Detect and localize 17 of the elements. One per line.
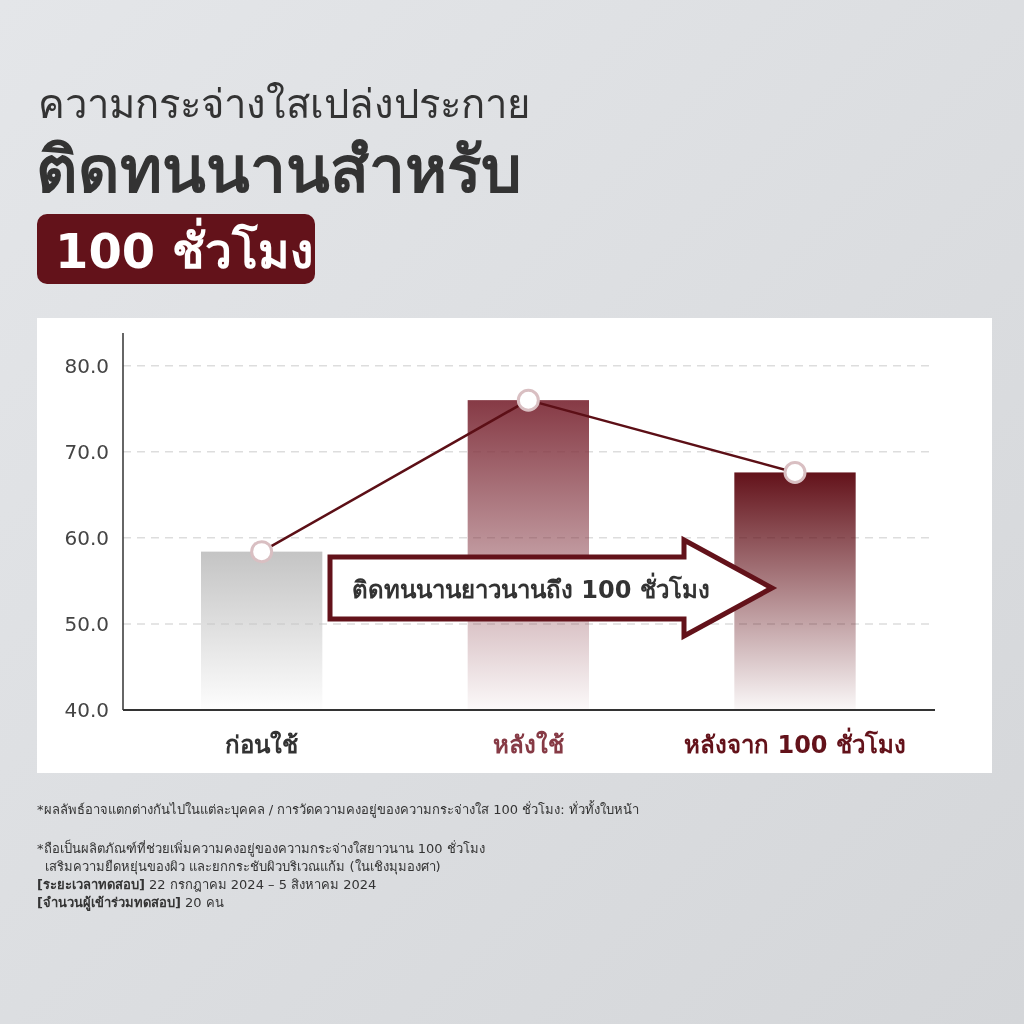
text: [ระยะเวลาทดสอบ] 22 กรกฎาคม 2024 – 5 สิงหาคม 2024 (37, 877, 377, 892)
y-tick-label: 40.0 (64, 698, 109, 722)
y-tick-label: 70.0 (64, 439, 109, 464)
annotation: ติดทนนานยาวนานถึง 100 ชั่วโมง (352, 572, 710, 604)
text: *ผลลัพธ์อาจแตกต่างกันไปในแต่ละบุคคล / การวัดความคงอยู่ของความกระจ่างใส 100 ชั่วโมง: ทั่วทั้งใบหน้า (37, 800, 639, 818)
y-tick-label: 60.0 (64, 525, 109, 550)
chart-subtitle: ติดทนนานสำหรับ (36, 133, 522, 207)
y-tick-label: 50.0 (64, 611, 109, 636)
text: 100 ชั่วโมง (55, 217, 313, 279)
x-tick-label: ก่อนใช้ (225, 730, 299, 759)
y-tick-label: 80.0 (64, 353, 109, 378)
text: เสริมความยืดหยุ่นของผิว และยกกระชับผิวบริเวณแก้ม (ในเชิงมุมองศา) (37, 859, 441, 875)
x-tick-label: หลังใช้ (492, 730, 564, 759)
text: *ถือเป็นผลิตภัณฑ์ที่ช่วยเพิ่มความคงอยู่ของความกระจ่างใสยาวนาน 100 ชั่วโมง (37, 839, 485, 857)
text: [จำนวนผู้เข้าร่วมทดสอบ] 20 คน (37, 895, 224, 911)
chart-title: ความกระจ่างใสเปล่งประกาย (38, 81, 530, 127)
x-tick-label: หลังจาก 100 ชั่วโมง (684, 727, 906, 759)
